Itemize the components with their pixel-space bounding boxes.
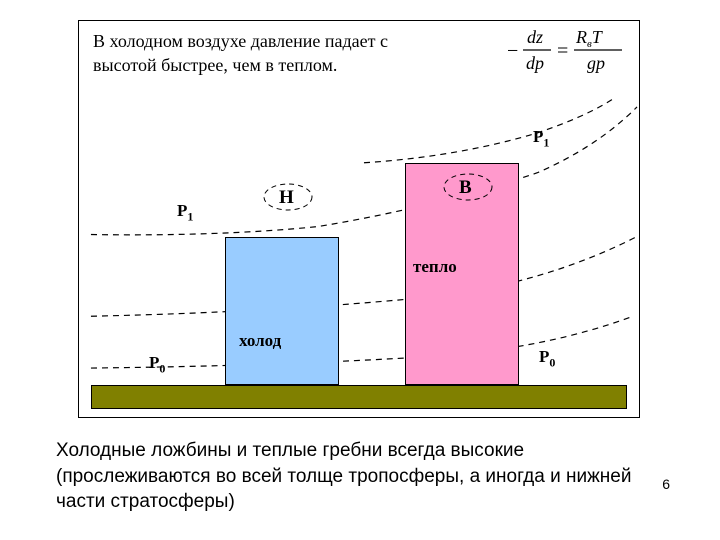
lhs-bottom: dp	[526, 53, 544, 73]
p0-left: P0	[149, 353, 165, 376]
diagram-frame: В холодном воздухе давление падает с выс…	[78, 20, 640, 418]
cold-air-bar	[225, 237, 339, 385]
rhs-top: RвT	[575, 27, 604, 50]
p1-left: P1	[177, 201, 193, 224]
high-ellipse	[441, 169, 495, 205]
caption-text: Холодные ложбины и теплые гребни всегда …	[56, 438, 672, 515]
cold-label: холод	[239, 331, 281, 351]
header-text: В холодном воздухе давление падает с выс…	[93, 29, 423, 78]
isobar-4	[364, 99, 627, 163]
low-ellipse	[261, 179, 315, 215]
isobar-3	[91, 107, 637, 235]
isobar-2	[91, 237, 637, 317]
minus-sign: −	[507, 40, 518, 62]
p1-right: P1	[533, 127, 549, 150]
low-letter: Н	[279, 187, 294, 209]
barometric-formula: − dz dp = RвT gp	[507, 23, 627, 79]
rhs-bottom: gp	[587, 53, 605, 73]
high-letter: В	[459, 177, 472, 199]
page-number: 6	[662, 476, 670, 492]
diagram-area: холод тепло Н В P1 P1 P0 P0	[79, 99, 639, 417]
lhs-top: dz	[527, 27, 543, 47]
warm-label: тепло	[413, 257, 457, 277]
equals-sign: =	[557, 40, 568, 62]
ground-bar	[91, 385, 627, 409]
p0-right: P0	[539, 347, 555, 370]
